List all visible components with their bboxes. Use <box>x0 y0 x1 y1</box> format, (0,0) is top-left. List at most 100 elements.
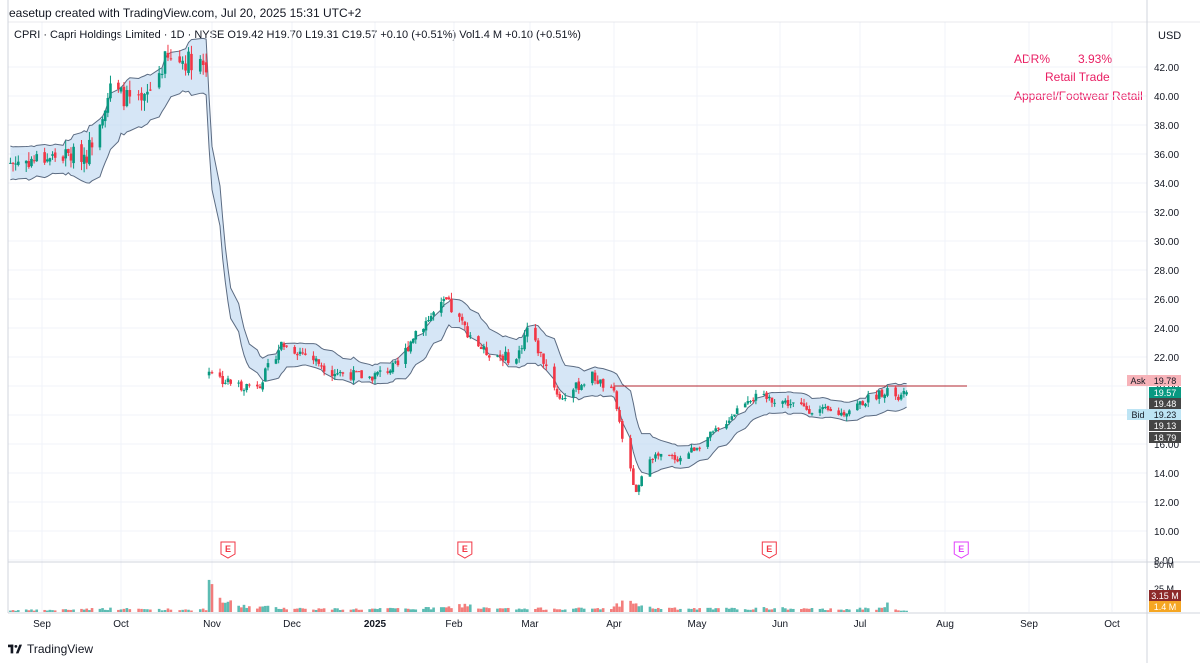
volume-bar <box>861 609 865 612</box>
volume-bar <box>618 606 621 612</box>
candle-body <box>256 384 259 387</box>
volume-bar <box>280 609 283 612</box>
candle-body <box>517 350 521 359</box>
volume-bar <box>659 609 663 612</box>
currency-label[interactable]: USD <box>1158 30 1182 42</box>
volume-bar <box>166 608 170 612</box>
volume-bar <box>574 608 578 612</box>
candle-body <box>880 389 884 397</box>
volume-bar <box>245 607 248 612</box>
candle-body <box>88 139 91 165</box>
candle-body <box>146 91 149 95</box>
candle-body <box>432 312 435 316</box>
candle-body <box>261 382 264 390</box>
candle-body <box>368 376 371 378</box>
volume-bar <box>11 610 15 612</box>
volume-bar <box>338 610 342 612</box>
candle-body <box>160 73 164 75</box>
volume-bar <box>432 607 435 612</box>
candle-body <box>767 396 771 399</box>
volume-bar <box>204 610 208 612</box>
volume-bar <box>687 608 690 612</box>
candle-body <box>810 413 814 415</box>
price-label-prefix-bg <box>1127 409 1149 420</box>
candle-body <box>792 402 795 404</box>
candle-body <box>85 156 89 163</box>
candle-body <box>51 154 54 156</box>
volume-bar <box>596 608 600 612</box>
candle-body <box>224 382 227 384</box>
candle-body <box>805 405 808 410</box>
candle-body <box>786 400 790 406</box>
volume-bar <box>103 609 107 612</box>
volume-bar <box>786 609 790 612</box>
volume-bar <box>632 603 635 612</box>
candle-body <box>101 119 104 126</box>
candle-body <box>429 316 433 321</box>
candle-body <box>725 424 728 429</box>
candle-body <box>656 453 660 456</box>
candle-body <box>296 353 299 356</box>
candle-body <box>482 346 486 350</box>
candle-body <box>864 403 867 407</box>
volume-bar <box>789 608 792 612</box>
earnings-marker <box>761 541 777 559</box>
candle-body <box>762 393 766 395</box>
volume-bar <box>640 605 643 612</box>
candle-body <box>98 124 102 148</box>
volume-bar <box>391 608 395 612</box>
x-tick-label: Jul <box>854 619 867 630</box>
volume-bar <box>304 608 307 612</box>
volume-bar <box>146 609 149 612</box>
volume-bar <box>727 608 731 612</box>
volume-bar <box>676 609 679 612</box>
candle-body <box>354 371 358 373</box>
candle-body <box>210 372 214 374</box>
candle-body <box>501 355 505 361</box>
volume-bar <box>285 609 288 612</box>
candle-body <box>601 378 605 388</box>
candle-body <box>218 372 222 377</box>
candle-body <box>886 388 889 396</box>
candle-body <box>599 379 602 384</box>
candle-body <box>632 468 635 485</box>
y-tick-label: 28.00 <box>1154 266 1179 277</box>
candle-body <box>181 60 184 64</box>
symbol-info[interactable]: CPRI · Capri Holdings Limited · 1D · NYS… <box>14 29 225 41</box>
candle-body <box>609 386 613 388</box>
volume-bar <box>341 609 345 612</box>
volume-label-value: 3.15 M <box>1151 591 1179 601</box>
candle-body <box>676 459 679 462</box>
volume-bar <box>45 610 49 612</box>
candle-body <box>14 163 17 165</box>
candle-body <box>274 359 278 364</box>
volume-bar <box>468 604 472 612</box>
tradingview-footer: TradingView <box>8 642 93 656</box>
volume-bar <box>858 607 862 612</box>
candle-body <box>612 386 616 391</box>
candle-body <box>802 403 806 407</box>
x-tick-label: Nov <box>203 619 221 630</box>
candle-body <box>90 142 94 148</box>
candle-body <box>221 376 224 385</box>
candle-body <box>248 384 251 386</box>
candle-body <box>858 401 862 405</box>
volume-bar <box>298 607 302 612</box>
price-label-prefix: Bid <box>1131 410 1144 420</box>
volume-bar <box>848 609 851 612</box>
volume-bar <box>72 609 75 612</box>
candle-body <box>690 447 693 453</box>
channel-band-fill <box>10 38 907 475</box>
candle-body <box>338 371 342 373</box>
volume-bar <box>690 608 693 612</box>
volume-bar <box>634 603 638 612</box>
candle-body <box>824 406 827 408</box>
x-tick-label: Jun <box>772 619 788 630</box>
volume-bar <box>35 609 39 612</box>
volume-bar <box>501 608 505 612</box>
volume-bar <box>82 609 86 612</box>
candle-body <box>894 387 897 397</box>
candle-body <box>679 457 682 462</box>
candle-body <box>866 394 870 403</box>
candle-body <box>711 431 715 433</box>
